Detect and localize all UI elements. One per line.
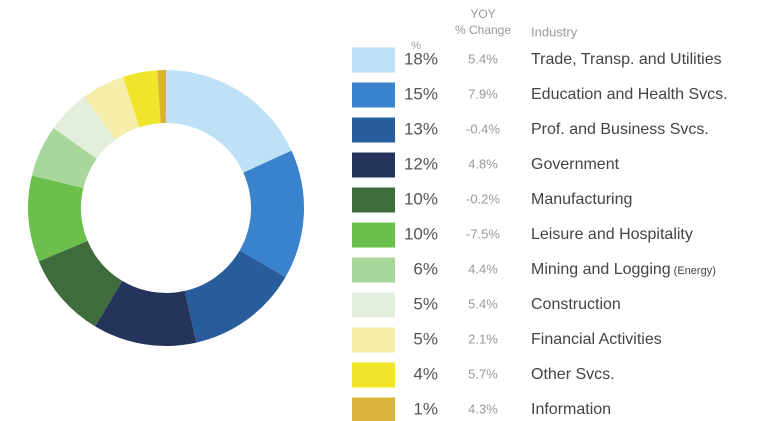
percent-label: 10% [404, 189, 438, 208]
donut-segment [27, 175, 88, 262]
industry-label: Manufacturing [531, 191, 632, 208]
donut-segment [38, 240, 123, 327]
industry-label: Education and Health Svcs. [531, 86, 728, 103]
yoy-label: 5.4% [468, 296, 498, 311]
yoy-label: 7.9% [468, 86, 498, 101]
yoy-header: % Change [455, 23, 511, 37]
yoy-label: 5.7% [468, 366, 498, 381]
percent-label: 1% [413, 399, 438, 418]
legend-swatch [352, 152, 395, 178]
legend-swatch [352, 117, 395, 143]
yoy-label: -0.4% [466, 121, 500, 136]
industry-header: Industry [531, 24, 578, 39]
donut-segment [95, 280, 197, 346]
industry-label: Prof. and Business Svcs. [531, 121, 709, 138]
yoy-label: -7.5% [466, 226, 500, 241]
industry-label: Construction [531, 296, 621, 313]
yoy-label: 5.4% [468, 51, 498, 66]
donut-segment [122, 70, 161, 128]
legend-swatch [352, 397, 395, 421]
industry-label: Information [531, 401, 611, 418]
percent-header: % [411, 40, 421, 52]
industry-label: Government [531, 156, 620, 173]
industry-label: Trade, Transp. and Utilities [531, 51, 722, 68]
yoy-label: 4.8% [468, 156, 498, 171]
percent-label: 10% [404, 224, 438, 243]
donut-segment [53, 96, 116, 159]
legend-swatch [352, 327, 395, 353]
legend-swatch [352, 292, 395, 318]
percent-label: 5% [413, 329, 438, 348]
donut-segment [239, 150, 304, 277]
yoy-header: YOY [470, 7, 495, 21]
donut-segment [84, 76, 140, 140]
legend-swatch [352, 47, 395, 73]
donut-segment [166, 70, 292, 173]
industry-label: Mining and Logging [531, 261, 671, 278]
legend-swatch [352, 82, 395, 108]
industry-label: Financial Activities [531, 331, 662, 348]
percent-label: 13% [404, 119, 438, 138]
industry-label: Leisure and Hospitality [531, 226, 693, 243]
yoy-label: 2.1% [468, 331, 498, 346]
legend-swatch [352, 222, 395, 248]
industry-label: Other Svcs. [531, 366, 615, 383]
yoy-label: 4.4% [468, 261, 498, 276]
legend-swatch [352, 362, 395, 388]
yoy-label: -0.2% [466, 191, 500, 206]
percent-label: 4% [413, 364, 438, 383]
percent-label: 15% [404, 84, 438, 103]
percent-label: 6% [413, 259, 438, 278]
legend-swatch [352, 187, 395, 213]
donut-segment [157, 70, 166, 124]
percent-label: 5% [413, 294, 438, 313]
industry-note: (Energy) [674, 265, 716, 277]
donut-segment [31, 127, 97, 188]
yoy-label: 4.3% [468, 401, 498, 416]
percent-label: 12% [404, 154, 438, 173]
donut-segment [184, 250, 286, 343]
legend-swatch [352, 257, 395, 283]
percent-label: 18% [404, 49, 438, 68]
